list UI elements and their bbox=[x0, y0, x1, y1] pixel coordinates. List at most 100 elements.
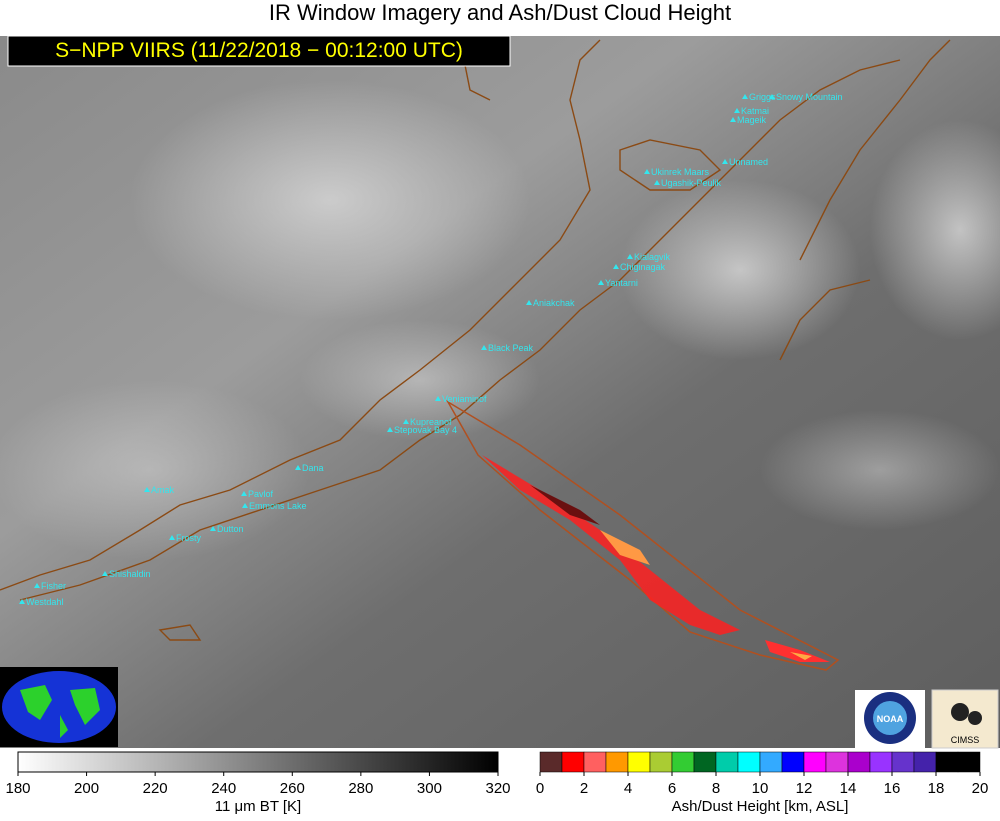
volcano-label: Ugashik-Peulik bbox=[661, 178, 722, 188]
volcano-label: Dutton bbox=[217, 524, 244, 534]
tick-label: 14 bbox=[840, 780, 857, 797]
color-swatch bbox=[913, 751, 937, 773]
volcano-label: Aniakchak bbox=[533, 298, 575, 308]
color-swatch bbox=[693, 751, 717, 773]
color-swatch bbox=[781, 751, 805, 773]
volcano-label: Veniaminof bbox=[442, 394, 487, 404]
tick-label: 6 bbox=[668, 780, 676, 797]
color-swatch bbox=[891, 751, 915, 773]
tick-label: 240 bbox=[211, 780, 236, 797]
color-swatch bbox=[671, 751, 695, 773]
color-swatch bbox=[957, 751, 981, 773]
volcano-label: Frosty bbox=[176, 533, 202, 543]
tick-label: 20 bbox=[972, 780, 989, 797]
volcano-marker bbox=[403, 419, 409, 424]
tick-label: 18 bbox=[928, 780, 945, 797]
volcano-label: Kupreanof bbox=[410, 417, 452, 427]
volcano-marker bbox=[387, 427, 393, 432]
volcano-label: Kialagvik bbox=[634, 252, 671, 262]
tick-label: 180 bbox=[5, 780, 30, 797]
tick-label: 10 bbox=[752, 780, 769, 797]
volcano-label: Katmai bbox=[741, 106, 769, 116]
tick-label: 12 bbox=[796, 780, 813, 797]
tick-label: 220 bbox=[143, 780, 168, 797]
tick-label: 200 bbox=[74, 780, 99, 797]
volcano-label: Unnamed bbox=[729, 157, 768, 167]
cimss-logo: CIMSS bbox=[931, 689, 999, 749]
subtitle: S−NPP VIIRS (11/22/2018 − 00:12:00 UTC) bbox=[55, 39, 463, 62]
color-swatch bbox=[737, 751, 761, 773]
volcano-marker bbox=[734, 108, 740, 113]
volcano-marker bbox=[654, 180, 660, 185]
noaa-logo: NOAA bbox=[855, 690, 925, 748]
tick-label: 0 bbox=[536, 780, 544, 797]
volcano-label: Black Peak bbox=[488, 343, 534, 353]
tick-label: 300 bbox=[417, 780, 442, 797]
subtitle-box bbox=[7, 35, 511, 67]
volcano-marker bbox=[19, 599, 25, 604]
color-swatch bbox=[935, 751, 959, 773]
volcano-marker bbox=[644, 169, 650, 174]
ash-plume bbox=[445, 399, 840, 671]
volcano-label: Emmons Lake bbox=[249, 501, 307, 511]
volcano-marker bbox=[598, 280, 604, 285]
noaa-text: NOAA bbox=[877, 714, 904, 724]
tick-label: 260 bbox=[280, 780, 305, 797]
volcano-marker bbox=[481, 345, 487, 350]
volcano-label: Snowy Mountain bbox=[776, 92, 843, 102]
color-swatch bbox=[759, 751, 783, 773]
volcano-label: Stepovak Bay 4 bbox=[394, 425, 457, 435]
color-swatch bbox=[539, 751, 563, 773]
color-swatch bbox=[847, 751, 871, 773]
volcano-marker bbox=[627, 254, 633, 259]
volcano-marker bbox=[613, 264, 619, 269]
color-swatch bbox=[627, 751, 651, 773]
clouds bbox=[0, 80, 1000, 560]
volcano-label: Mageik bbox=[737, 115, 767, 125]
volcano-label: Griggs bbox=[749, 92, 776, 102]
volcano-marker bbox=[295, 465, 301, 470]
volcano-marker bbox=[730, 117, 736, 122]
volcano-marker bbox=[526, 300, 532, 305]
tick-label: 16 bbox=[884, 780, 901, 797]
volcano-marker bbox=[210, 526, 216, 531]
globe-inset bbox=[0, 667, 118, 747]
volcano-marker bbox=[241, 491, 247, 496]
volcano-marker bbox=[102, 571, 108, 576]
volcano-marker bbox=[144, 487, 150, 492]
volcano-label: Amak bbox=[151, 485, 175, 495]
color-swatch bbox=[803, 751, 827, 773]
tick-label: 4 bbox=[624, 780, 632, 797]
volcano-label: Shishaldin bbox=[109, 569, 151, 579]
color-swatch bbox=[869, 751, 893, 773]
volcano-label: Fisher bbox=[41, 581, 66, 591]
color-swatch bbox=[583, 751, 607, 773]
coastline bbox=[0, 39, 951, 641]
volcano-marker bbox=[435, 396, 441, 401]
bt-colorbar bbox=[17, 751, 499, 773]
height-label: Ash/Dust Height [km, ASL] bbox=[672, 798, 849, 815]
tick-label: 320 bbox=[485, 780, 510, 797]
bt-label: 11 μm BT [K] bbox=[215, 798, 301, 815]
tick-label: 2 bbox=[580, 780, 588, 797]
color-swatch bbox=[649, 751, 673, 773]
tick-label: 8 bbox=[712, 780, 720, 797]
color-swatch bbox=[605, 751, 629, 773]
volcano-marker bbox=[722, 159, 728, 164]
height-colorbar bbox=[539, 751, 981, 773]
volcano-label: Dana bbox=[302, 463, 324, 473]
cimss-text: CIMSS bbox=[951, 735, 980, 745]
volcano-label: Westdahl bbox=[26, 597, 63, 607]
volcano-marker bbox=[242, 503, 248, 508]
volcano-label: Yantarni bbox=[605, 278, 638, 288]
volcano-marker bbox=[769, 94, 775, 99]
volcano-label: Ukinrek Maars bbox=[651, 167, 710, 177]
volcano-marker bbox=[742, 94, 748, 99]
volcano-marker bbox=[169, 535, 175, 540]
title: IR Window Imagery and Ash/Dust Cloud Hei… bbox=[269, 0, 731, 25]
volcano-marker bbox=[34, 583, 40, 588]
color-swatch bbox=[561, 751, 585, 773]
